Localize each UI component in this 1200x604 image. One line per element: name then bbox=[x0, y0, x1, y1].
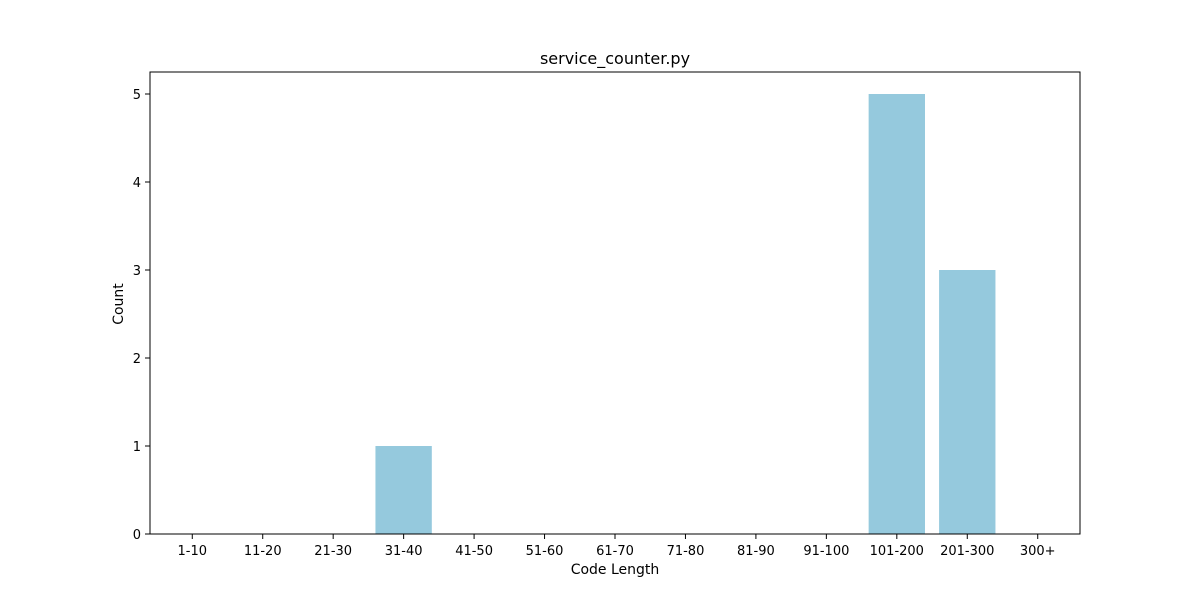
bar-31-40 bbox=[375, 446, 432, 534]
x-axis-label: Code Length bbox=[571, 562, 660, 578]
y-tick-label: 4 bbox=[133, 176, 141, 191]
bar-201-300 bbox=[939, 270, 996, 534]
y-tick-label: 0 bbox=[133, 528, 141, 543]
plot-frame bbox=[149, 71, 1081, 535]
x-tick-label: 41-50 bbox=[455, 544, 493, 559]
y-tick-label: 3 bbox=[133, 264, 141, 279]
x-tick-label: 201-300 bbox=[940, 544, 994, 559]
y-tick-label: 2 bbox=[133, 352, 141, 367]
x-tick-label: 21-30 bbox=[314, 544, 352, 559]
y-axis-label: Count bbox=[111, 283, 127, 325]
y-tick-label: 1 bbox=[133, 440, 141, 455]
x-tick-label: 31-40 bbox=[385, 544, 423, 559]
x-tick-label: 91-100 bbox=[803, 544, 849, 559]
x-axis: 1-10 11-20 21-30 31-40 41-50 51-60 61-70 71-80 8… bbox=[178, 534, 1056, 559]
x-tick-label: 1-10 bbox=[178, 544, 208, 559]
x-tick-label: 11-20 bbox=[244, 544, 282, 559]
x-tick-label: 101-200 bbox=[870, 544, 924, 559]
chart-title: service_counter.py bbox=[540, 49, 690, 69]
y-axis: 0 1 2 3 4 5 bbox=[133, 88, 150, 543]
x-tick-label: 300+ bbox=[1020, 544, 1056, 559]
x-tick-label: 61-70 bbox=[596, 544, 634, 559]
bar-101-200 bbox=[868, 94, 925, 534]
bars-group bbox=[375, 94, 996, 534]
x-tick-label: 71-80 bbox=[667, 544, 705, 559]
y-tick-label: 5 bbox=[133, 88, 141, 103]
x-tick-label: 81-90 bbox=[737, 544, 775, 559]
x-tick-label: 51-60 bbox=[526, 544, 564, 559]
